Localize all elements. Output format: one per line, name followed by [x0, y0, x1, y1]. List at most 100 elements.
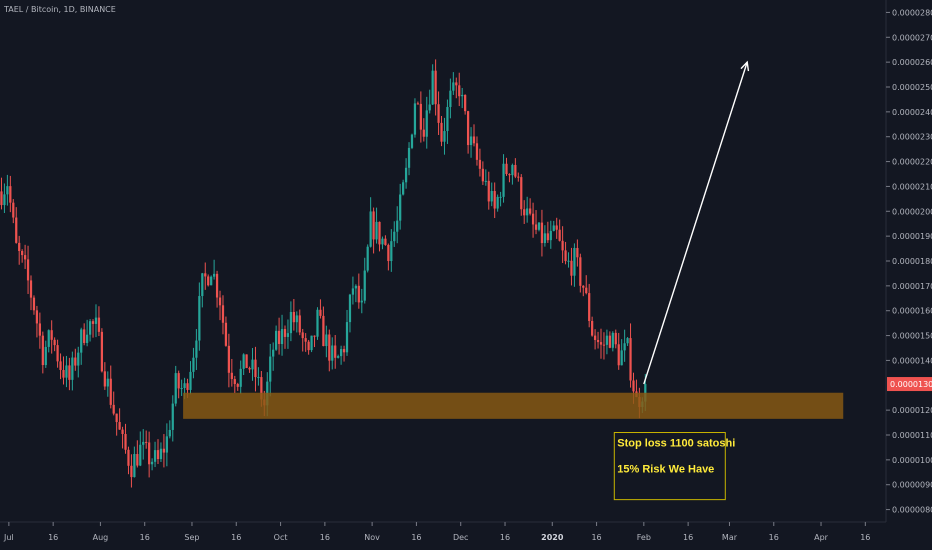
- candle[interactable]: [363, 257, 366, 304]
- target-arrow[interactable]: [643, 61, 748, 385]
- candle[interactable]: [6, 174, 9, 206]
- candle[interactable]: [124, 423, 127, 454]
- candle[interactable]: [375, 207, 378, 244]
- candle[interactable]: [68, 357, 71, 391]
- candle[interactable]: [369, 197, 372, 248]
- candle[interactable]: [458, 72, 461, 107]
- candle[interactable]: [475, 136, 479, 166]
- candle[interactable]: [366, 244, 369, 273]
- candle[interactable]: [322, 306, 325, 347]
- candle[interactable]: [540, 209, 544, 257]
- candle[interactable]: [393, 221, 396, 247]
- candle[interactable]: [32, 295, 36, 315]
- candle[interactable]: [549, 220, 552, 249]
- candle[interactable]: [283, 325, 287, 349]
- candle[interactable]: [425, 96, 428, 149]
- candle[interactable]: [298, 309, 301, 336]
- candle[interactable]: [390, 229, 393, 272]
- candle[interactable]: [517, 172, 520, 182]
- candle[interactable]: [86, 319, 89, 347]
- candle[interactable]: [80, 327, 83, 365]
- candle[interactable]: [407, 142, 411, 176]
- candle[interactable]: [357, 273, 360, 309]
- candle[interactable]: [210, 275, 213, 286]
- candle[interactable]: [109, 365, 112, 409]
- candle[interactable]: [174, 365, 177, 407]
- candle[interactable]: [215, 270, 219, 308]
- candle[interactable]: [0, 177, 3, 210]
- candle[interactable]: [337, 354, 340, 359]
- candle[interactable]: [221, 295, 225, 335]
- candle[interactable]: [567, 252, 570, 268]
- candle[interactable]: [496, 194, 499, 212]
- candle[interactable]: [35, 305, 39, 338]
- candle[interactable]: [360, 288, 363, 314]
- candle[interactable]: [171, 395, 174, 442]
- candle[interactable]: [121, 426, 124, 449]
- candle[interactable]: [419, 91, 422, 143]
- candle[interactable]: [596, 331, 600, 349]
- candle[interactable]: [345, 309, 349, 356]
- candle[interactable]: [599, 328, 603, 359]
- candle[interactable]: [611, 331, 614, 352]
- candle[interactable]: [74, 348, 77, 371]
- candle[interactable]: [224, 316, 228, 347]
- candle[interactable]: [484, 169, 487, 186]
- candle[interactable]: [564, 241, 567, 265]
- candle[interactable]: [396, 206, 399, 244]
- candle[interactable]: [576, 239, 579, 267]
- candle[interactable]: [348, 293, 352, 333]
- candle[interactable]: [254, 346, 257, 392]
- candle[interactable]: [404, 158, 408, 189]
- candle[interactable]: [461, 87, 464, 109]
- candle[interactable]: [248, 366, 251, 373]
- candle[interactable]: [130, 454, 133, 488]
- candle[interactable]: [168, 420, 171, 439]
- candle[interactable]: [21, 249, 24, 263]
- candle[interactable]: [286, 319, 290, 349]
- candle[interactable]: [579, 253, 582, 293]
- candle[interactable]: [529, 198, 532, 216]
- candle[interactable]: [331, 337, 334, 370]
- candle[interactable]: [534, 210, 538, 235]
- candle[interactable]: [139, 431, 142, 467]
- candle[interactable]: [514, 158, 517, 179]
- candle[interactable]: [585, 275, 588, 295]
- candle[interactable]: [201, 272, 204, 308]
- candle[interactable]: [334, 335, 337, 369]
- candle[interactable]: [180, 379, 183, 396]
- candle[interactable]: [526, 196, 529, 223]
- candle[interactable]: [481, 161, 484, 185]
- candle[interactable]: [189, 361, 192, 395]
- candle[interactable]: [446, 99, 449, 144]
- candle[interactable]: [195, 329, 198, 370]
- candle[interactable]: [629, 323, 632, 388]
- candle[interactable]: [593, 329, 597, 350]
- candle[interactable]: [449, 78, 452, 119]
- candle[interactable]: [328, 329, 331, 372]
- candle[interactable]: [77, 346, 80, 378]
- candle[interactable]: [511, 163, 514, 185]
- candle[interactable]: [12, 199, 15, 224]
- candle[interactable]: [455, 77, 458, 99]
- candle[interactable]: [307, 339, 310, 355]
- candle[interactable]: [136, 440, 139, 468]
- candle[interactable]: [38, 312, 41, 349]
- candle[interactable]: [508, 173, 511, 183]
- candle[interactable]: [59, 353, 62, 380]
- candle[interactable]: [292, 298, 295, 331]
- candle[interactable]: [148, 431, 151, 478]
- candle[interactable]: [41, 331, 44, 374]
- candle[interactable]: [354, 284, 357, 303]
- candle[interactable]: [103, 362, 106, 390]
- candle[interactable]: [97, 306, 101, 336]
- candle[interactable]: [159, 442, 163, 462]
- candle[interactable]: [304, 333, 307, 352]
- candle[interactable]: [623, 329, 626, 362]
- candle[interactable]: [602, 332, 606, 360]
- candle[interactable]: [339, 345, 343, 365]
- candle[interactable]: [153, 441, 157, 468]
- candle[interactable]: [437, 91, 440, 135]
- candle[interactable]: [626, 336, 629, 346]
- candle[interactable]: [192, 347, 195, 379]
